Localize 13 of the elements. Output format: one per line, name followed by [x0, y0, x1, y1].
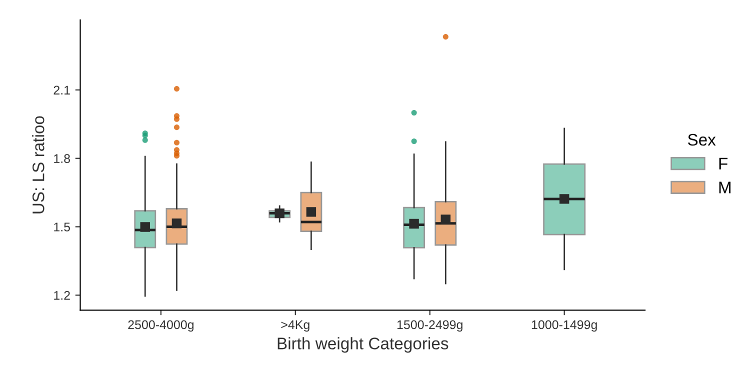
x-axis-title: Birth weight Categories	[278, 337, 448, 353]
x-tick-label: >4Kg	[281, 320, 310, 332]
legend-label: M	[719, 182, 730, 194]
x-tick-label: 1500-2499g	[397, 320, 462, 332]
y-tick-label: 1.2	[54, 290, 70, 300]
x-tick-label: 2500-4000g	[128, 320, 194, 332]
y-tick-label: 2.1	[54, 86, 70, 94]
y-tick-label: 1.8	[54, 154, 70, 163]
y-tick-label: 1.5	[54, 222, 70, 232]
legend-title: Sex	[688, 134, 716, 146]
y-axis-title: US: LS ratioo	[32, 116, 44, 214]
legend-label: F	[719, 158, 728, 170]
x-tick-label: 1000-1499g	[532, 320, 597, 332]
